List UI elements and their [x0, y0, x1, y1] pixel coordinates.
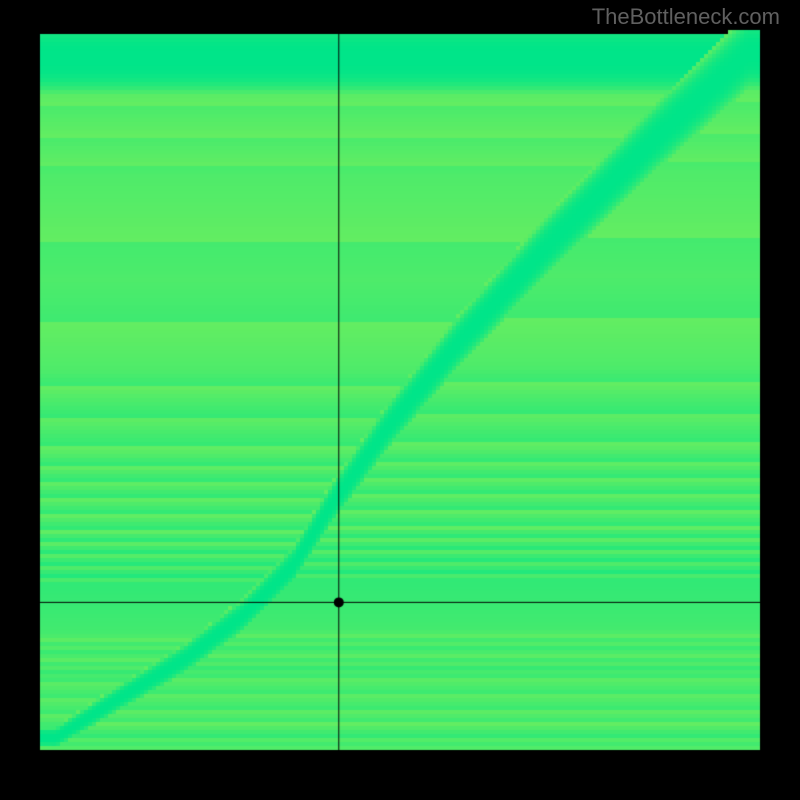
- watermark-text: TheBottleneck.com: [592, 4, 780, 30]
- bottleneck-heatmap: [0, 0, 800, 800]
- chart-container: TheBottleneck.com: [0, 0, 800, 800]
